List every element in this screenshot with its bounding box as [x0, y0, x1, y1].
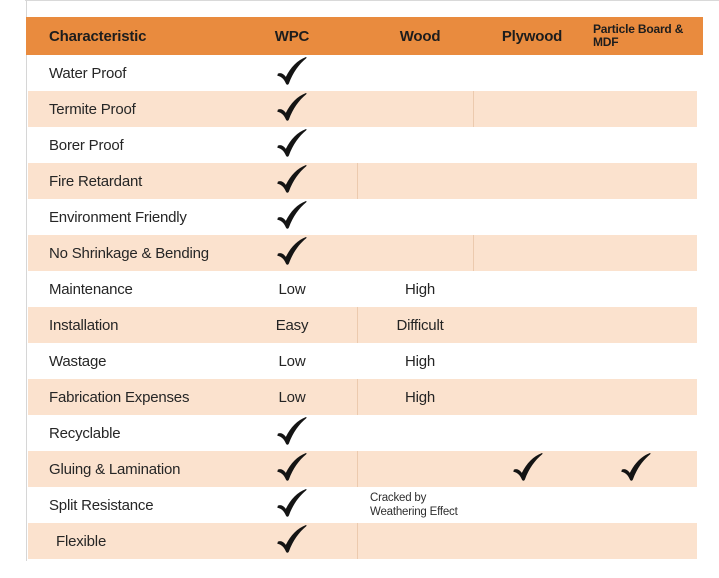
- check-icon: [277, 53, 307, 89]
- cell-value: High: [404, 352, 436, 370]
- row-label: Split Resistance: [49, 496, 154, 514]
- check-icon: [277, 125, 307, 161]
- table-row: No Shrinkage & Bending: [28, 235, 697, 271]
- column-header-particle-line2: MDF: [593, 35, 619, 49]
- row-label: Fire Retardant: [49, 172, 143, 190]
- table-row: Termite Proof: [28, 91, 697, 127]
- table-header: Characteristic WPC Wood Plywood Particle…: [26, 17, 703, 55]
- row-label: Termite Proof: [49, 100, 136, 118]
- cell-value: Low: [278, 352, 306, 370]
- cell-divider: [473, 235, 474, 271]
- cell-value: Easy: [275, 316, 309, 334]
- row-label: Gluing & Lamination: [49, 460, 181, 478]
- table-row: Borer Proof: [28, 127, 697, 163]
- row-label: Installation: [49, 316, 119, 334]
- row-label: Recyclable: [49, 424, 121, 442]
- row-label: Flexible: [56, 532, 107, 550]
- cell-note: Cracked by Weathering Effect: [370, 487, 458, 523]
- table-row: Maintenance Low High: [28, 271, 697, 307]
- table-row: Flexible: [28, 523, 697, 559]
- cell-value: High: [404, 280, 436, 298]
- column-header-wpc: WPC: [274, 27, 310, 45]
- row-label: Water Proof: [49, 64, 127, 82]
- check-icon: [277, 161, 307, 197]
- cell-divider: [473, 91, 474, 127]
- check-icon: [621, 449, 651, 485]
- table-row: Wastage Low High: [28, 343, 697, 379]
- check-icon: [277, 449, 307, 485]
- row-label: Fabrication Expenses: [49, 388, 190, 406]
- table-row: Installation Easy Difficult: [28, 307, 697, 343]
- row-label: Environment Friendly: [49, 208, 187, 226]
- check-icon: [513, 449, 543, 485]
- table-row: Recyclable: [28, 415, 697, 451]
- column-header-particle-board-mdf: Particle Board & MDF: [593, 17, 683, 55]
- check-icon: [277, 197, 307, 233]
- row-label: Borer Proof: [49, 136, 124, 154]
- table-row: Fire Retardant: [28, 163, 697, 199]
- column-header-plywood: Plywood: [501, 27, 563, 45]
- cell-divider: [357, 523, 358, 559]
- row-label: Maintenance: [49, 280, 133, 298]
- column-header-characteristic: Characteristic: [49, 27, 147, 45]
- cell-note-line: Weathering Effect: [370, 506, 458, 518]
- table-row: Fabrication Expenses Low High: [28, 379, 697, 415]
- cell-divider: [357, 451, 358, 487]
- table-row: Gluing & Lamination: [28, 451, 697, 487]
- column-header-particle-line1: Particle Board &: [593, 21, 684, 36]
- check-icon: [277, 89, 307, 125]
- row-label: Wastage: [49, 352, 107, 370]
- page-top-border: [25, 0, 719, 1]
- check-icon: [277, 485, 307, 521]
- check-icon: [277, 521, 307, 557]
- cell-note-line: Cracked by: [370, 492, 427, 504]
- cell-value: Low: [278, 388, 306, 406]
- column-header-wood: Wood: [399, 27, 441, 45]
- page-left-border: [26, 0, 27, 561]
- cell-value: Difficult: [396, 316, 444, 334]
- table-row: Environment Friendly: [28, 199, 697, 235]
- table-row: Split Resistance Cracked by Weathering Eff…: [28, 487, 697, 523]
- cell-divider: [357, 379, 358, 415]
- cell-value: Low: [278, 280, 306, 298]
- check-icon: [277, 413, 307, 449]
- cell-value: High: [404, 388, 436, 406]
- table-row: Water Proof: [28, 55, 697, 91]
- check-icon: [277, 233, 307, 269]
- row-label: No Shrinkage & Bending: [49, 244, 209, 262]
- cell-divider: [357, 163, 358, 199]
- cell-divider: [357, 307, 358, 343]
